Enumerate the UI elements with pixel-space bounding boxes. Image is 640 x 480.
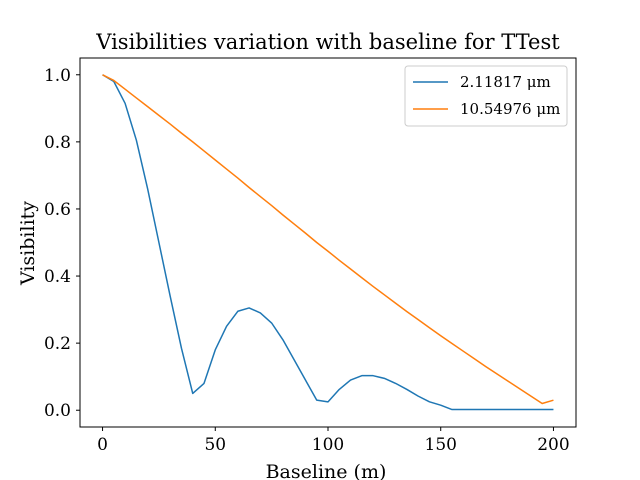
y-tick-label: 0.8	[44, 133, 71, 153]
y-tick-label: 0.6	[44, 200, 71, 220]
y-tick-label: 0.2	[44, 334, 71, 354]
y-tick-label: 1.0	[44, 66, 71, 86]
series-line-2	[102, 74, 554, 405]
plot-area: 0 50 100 150 200 0.0 0.2 0.4 0.6 0.8 1.0 2.11817 μm…	[44, 57, 577, 455]
x-tick-label: 150	[425, 435, 457, 455]
legend: 2.11817 μm 10.54976 μm	[404, 65, 568, 127]
legend-label-2: 10.54976 μm	[460, 100, 560, 118]
x-tick-label: 100	[312, 435, 344, 455]
legend-label-1: 2.11817 μm	[460, 73, 551, 91]
y-tick-label: 0.4	[44, 267, 71, 287]
series-line-1	[102, 74, 554, 411]
legend-box	[404, 65, 568, 127]
chart-title: Visibilities variation with baseline for…	[95, 30, 560, 54]
x-tick-label: 50	[204, 435, 226, 455]
y-axis-label: Visibility	[17, 201, 39, 286]
x-axis-label: Baseline (m)	[266, 461, 387, 480]
x-tick-label: 200	[537, 435, 569, 455]
x-tick-label: 0	[97, 435, 108, 455]
y-tick-label: 0.0	[44, 401, 71, 421]
